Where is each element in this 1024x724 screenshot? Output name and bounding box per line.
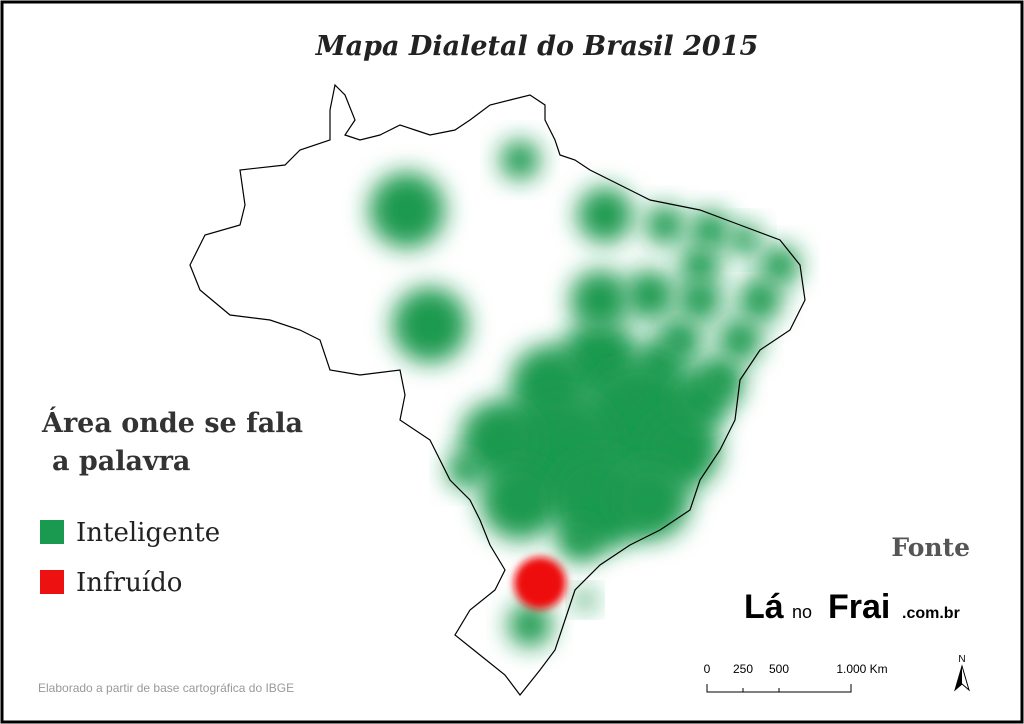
map-title: Mapa Dialetal do Brasil 2015 (315, 31, 758, 62)
legend-title: Área onde se fala (41, 406, 303, 439)
legend-label: Infruído (76, 568, 182, 598)
scale-label: 0 (704, 662, 711, 676)
scale-label: 250 (733, 662, 753, 676)
heat-blob (508, 603, 552, 647)
logo-text: Lá (744, 588, 784, 626)
heat-blob (570, 270, 630, 330)
heat-blob (500, 140, 540, 180)
heat-blob (577, 187, 633, 243)
heat-blob (729, 224, 761, 256)
heat-blob (392, 287, 468, 363)
legend-swatch (40, 570, 64, 594)
source-label: Fonte (891, 533, 970, 562)
scale-label: 1.000 Km (836, 662, 887, 676)
legend: Inteligente Infruído (40, 518, 220, 598)
heat-blob (718, 318, 762, 362)
heat-blob (645, 205, 685, 245)
heat-blob (690, 210, 730, 250)
heat-blob (447, 452, 483, 488)
logo-text: .com.br (902, 605, 960, 622)
credit: Elaborado a partir de base cartográfica … (38, 681, 294, 695)
heat-areas (369, 140, 800, 647)
logo-text: Frai (828, 588, 890, 626)
heat-blob (575, 590, 595, 610)
heat-blob (760, 245, 800, 285)
scale-line (706, 684, 852, 693)
heat-blob (680, 245, 720, 285)
logo-text: no (792, 602, 812, 622)
heat-blob (678, 278, 722, 322)
heat-blob (480, 460, 560, 540)
logo: Lá no Frai .com.br (744, 588, 960, 626)
heat-blob (558, 518, 602, 562)
heat-blob (369, 172, 445, 248)
scale-label: 500 (769, 662, 789, 676)
legend-title: a palavra (52, 446, 190, 477)
scale-bar: 0 250 500 1.000 Km (704, 662, 888, 693)
north-label: N (958, 654, 965, 665)
north-arrow (955, 666, 962, 690)
legend-swatch (40, 520, 64, 544)
heat-blob (514, 557, 566, 609)
heat-blob (696, 356, 744, 404)
heat-blob (738, 278, 782, 322)
legend-label: Inteligente (76, 518, 220, 548)
brazil-outline (189, 83, 806, 696)
heat-blob (610, 460, 690, 540)
heat-blob (625, 270, 675, 320)
